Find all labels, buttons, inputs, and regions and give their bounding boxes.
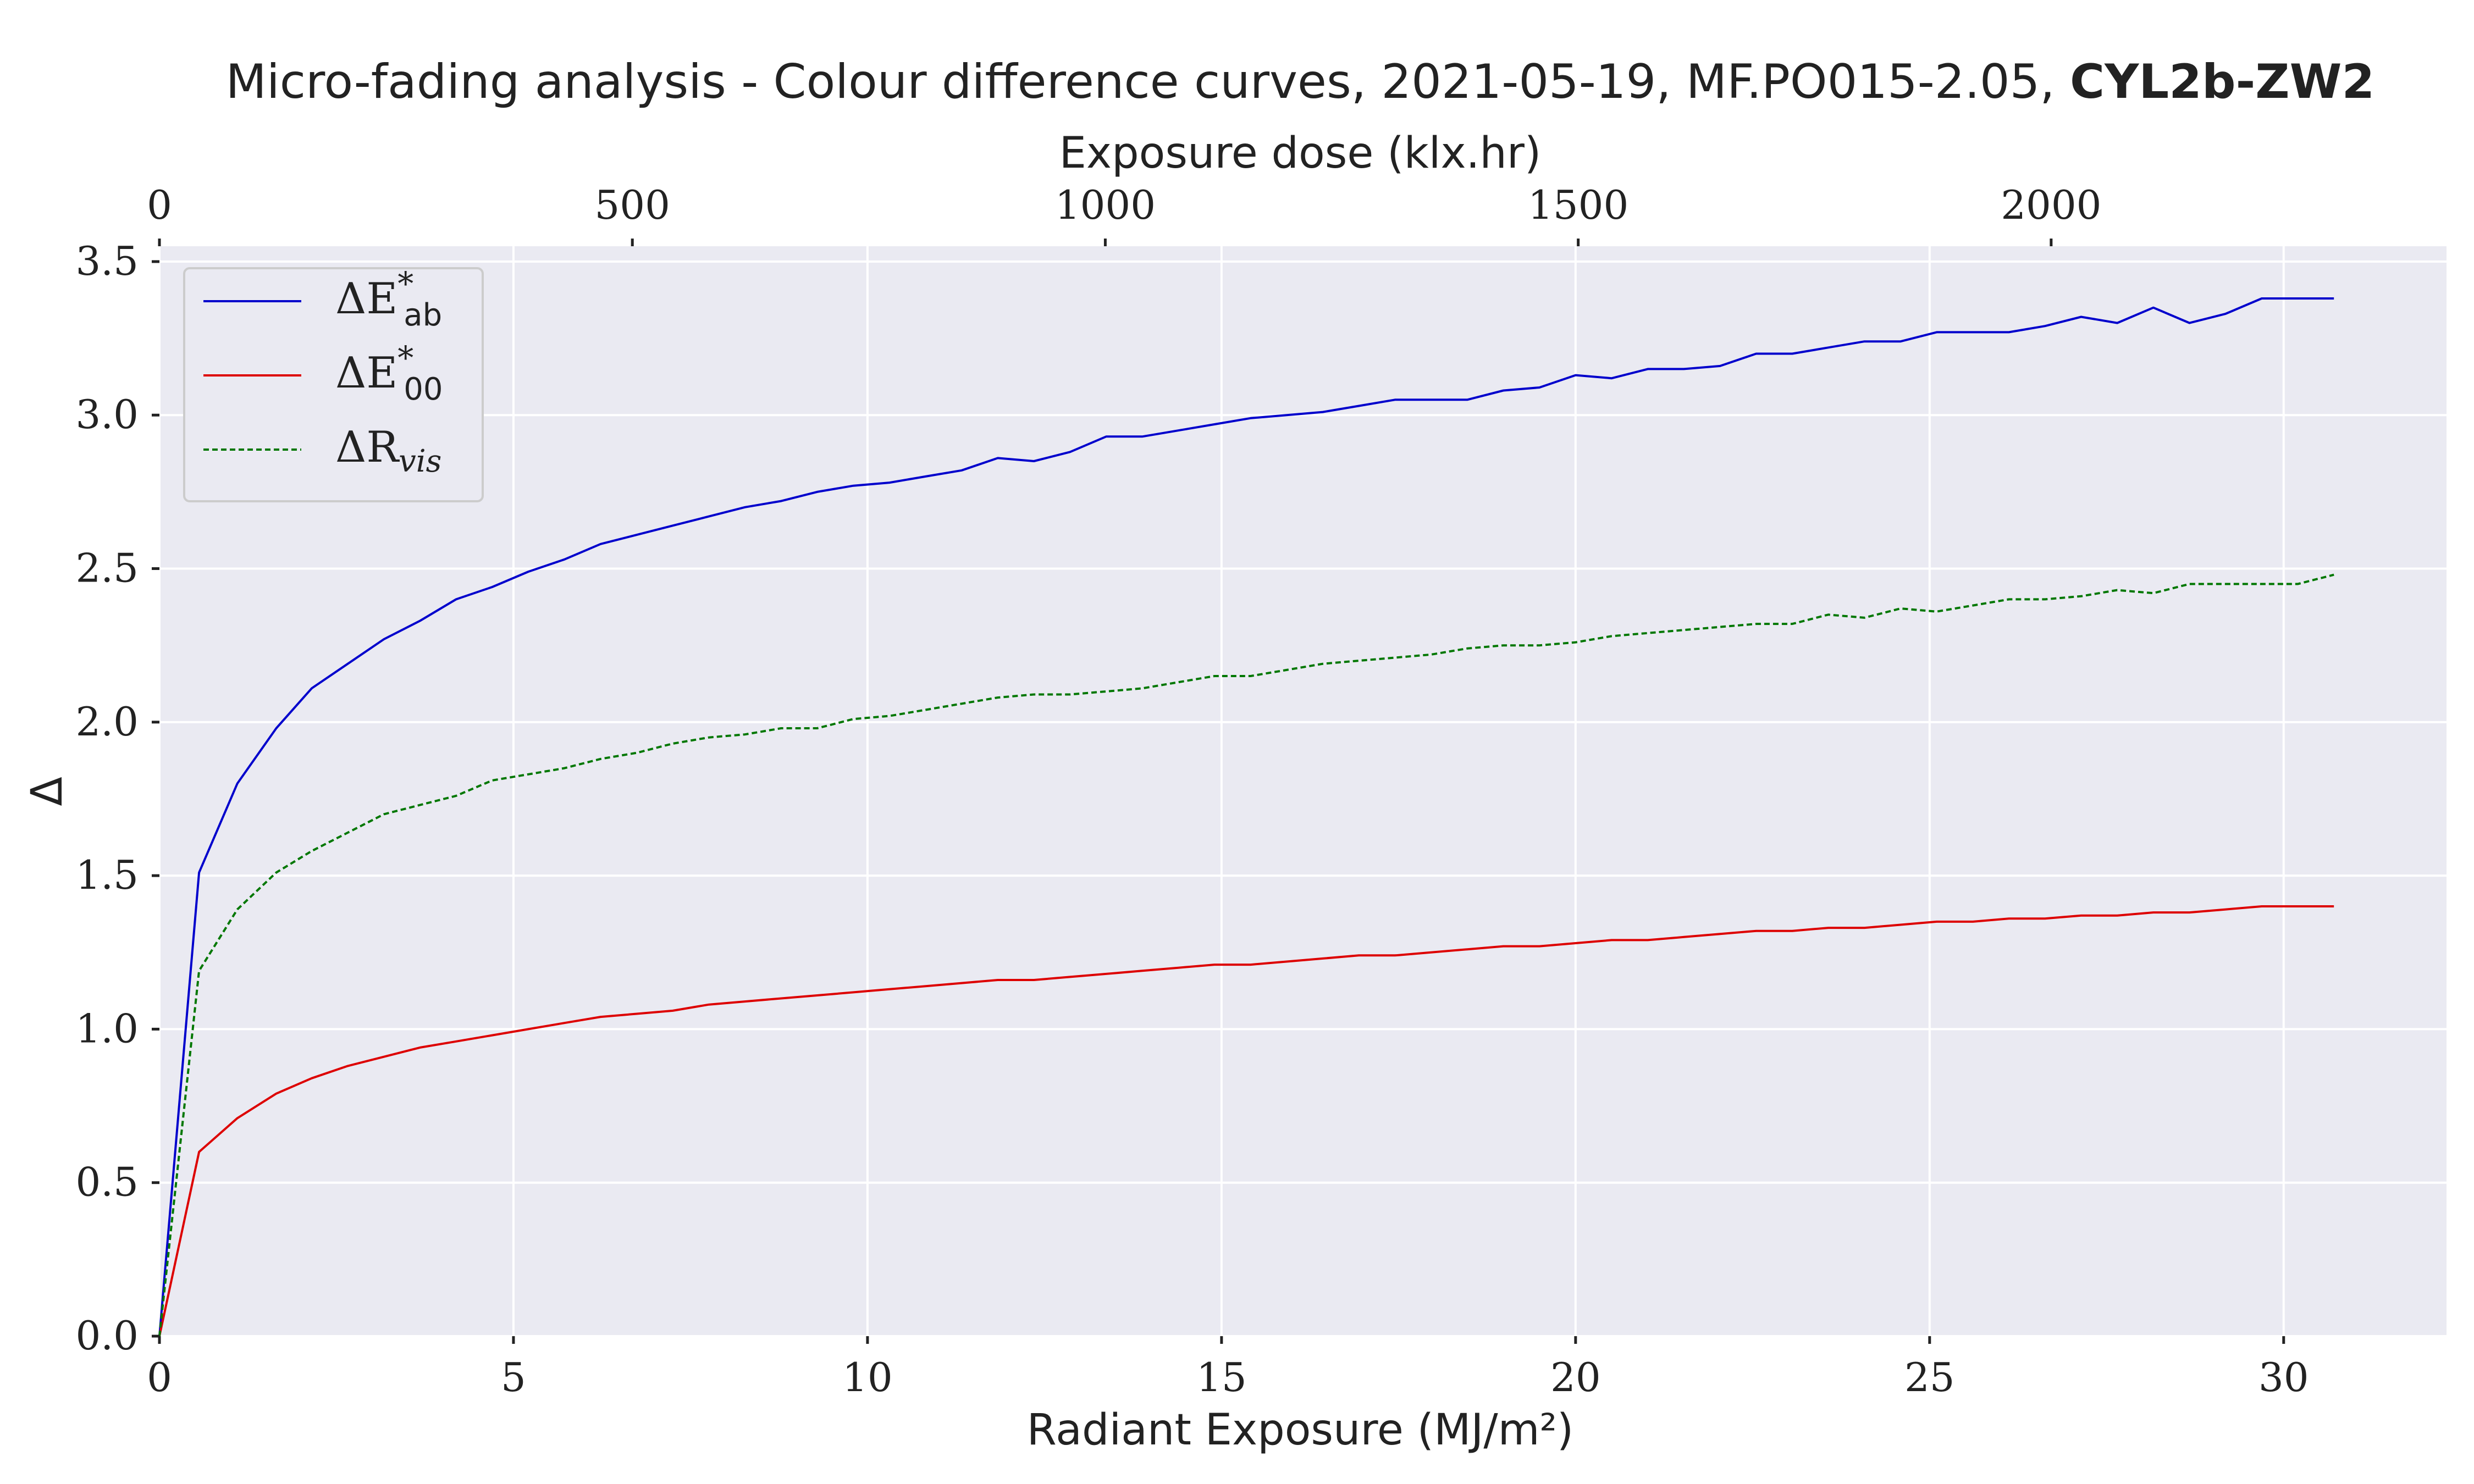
y-axis-title: Δ <box>23 777 72 806</box>
left-axis: 0.0 0.5 1.0 1.5 2.0 2.5 3.0 3.5 <box>75 238 159 1359</box>
x2-tick-label: 1500 <box>1528 182 1628 228</box>
y-tick-label: 3.0 <box>75 391 139 438</box>
x-tick-label: 15 <box>1196 1354 1247 1400</box>
x-tick-label: 25 <box>1904 1354 1955 1400</box>
chart-title-main: Micro-fading analysis - Colour differenc… <box>226 54 2055 109</box>
x2-tick-label: 1000 <box>1055 182 1156 228</box>
x-tick-label: 5 <box>501 1354 526 1400</box>
x2-tick-label: 2000 <box>2001 182 2101 228</box>
bottom-axis: 0 5 10 15 20 25 30 <box>147 1336 2309 1400</box>
y-tick-label: 1.0 <box>75 1005 139 1051</box>
chart-title-bold: CYL2b-ZW2 <box>2070 54 2374 109</box>
x-tick-label: 0 <box>147 1354 172 1400</box>
x2-tick-label: 0 <box>147 182 172 228</box>
x2-tick-label: 500 <box>594 182 670 228</box>
y-tick-label: 1.5 <box>75 852 139 898</box>
x-tick-label: 30 <box>2258 1354 2309 1400</box>
series-line-1 <box>158 905 2334 1337</box>
legend-box <box>183 267 484 502</box>
y-tick-label: 0.5 <box>75 1159 139 1205</box>
y-tick-label: 2.0 <box>75 699 139 745</box>
grid <box>158 246 2447 1337</box>
top-axis-title: Exposure dose (klx.hr) <box>1059 129 1542 178</box>
legend-label-2: ΔRvis <box>335 423 441 479</box>
x-tick-label: 20 <box>1550 1354 1601 1400</box>
series-line-2 <box>158 573 2334 1337</box>
chart-title: Micro-fading analysis - Colour differenc… <box>226 54 2375 109</box>
x-axis-title: Radiant Exposure (MJ/m²) <box>1027 1405 1574 1455</box>
legend-label-1: ΔE* 00 <box>335 339 443 407</box>
top-axis: 0 500 1000 1500 2000 <box>147 182 2101 246</box>
legend-label-0: ΔE* ab <box>335 265 442 333</box>
series-line-0 <box>158 297 2334 1337</box>
x-tick-label: 10 <box>842 1354 893 1400</box>
plot-area <box>159 246 2447 1336</box>
y-tick-label: 3.5 <box>75 238 139 284</box>
y-tick-label: 2.5 <box>75 545 139 591</box>
y-tick-label: 0.0 <box>75 1313 139 1359</box>
series-lines <box>158 297 2334 1337</box>
